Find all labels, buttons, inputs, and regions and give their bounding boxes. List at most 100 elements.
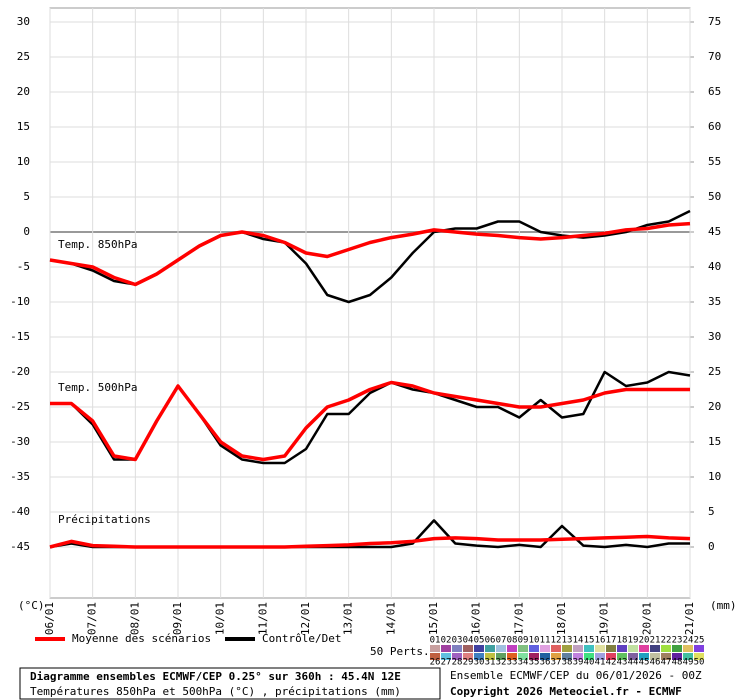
perturbation-label: 16 (595, 636, 606, 646)
perturbation-swatch (672, 645, 682, 652)
perturbation-label: 39 (573, 658, 584, 668)
perturbation-label: 43 (617, 658, 628, 668)
y-tick-label: -25 (10, 400, 30, 413)
legend-label: Contrôle/Det (262, 632, 341, 645)
y-tick-label: -30 (10, 435, 30, 448)
plot-area (49, 7, 691, 599)
y-tick-label: 10 (17, 155, 30, 168)
x-tick-label: 10/01 (214, 602, 227, 635)
perturbation-swatch (639, 653, 649, 660)
perturbation-label: 26 (430, 658, 441, 668)
y-tick-label: 30 (17, 15, 30, 28)
perturbation-swatch (639, 645, 649, 652)
y2-tick-label: 40 (708, 260, 721, 273)
x-tick-label: 08/01 (128, 602, 141, 635)
perturbation-label: 21 (650, 636, 661, 646)
footer-title: Diagramme ensembles ECMWF/CEP 0.25° sur … (30, 670, 401, 683)
perturbation-swatch (606, 653, 616, 660)
x-tick-label: 20/01 (640, 602, 653, 635)
y2-tick-label: 15 (708, 435, 721, 448)
footer-subtitle: Températures 850hPa et 500hPa (°C) , pré… (30, 685, 401, 698)
perturbation-swatch (628, 653, 638, 660)
perturbation-label: 37 (551, 658, 562, 668)
x-tick-label: 21/01 (683, 602, 696, 635)
perturbation-swatch (562, 645, 572, 652)
x-tick-label: 13/01 (342, 602, 355, 635)
y2-tick-label: 35 (708, 295, 721, 308)
perturbation-swatch (562, 653, 572, 660)
x-tick-label: 06/01 (43, 602, 56, 635)
perturbation-swatch (540, 653, 550, 660)
perturbation-swatch (595, 645, 605, 652)
perturbation-swatch (683, 653, 693, 660)
perturbation-label: 29 (463, 658, 474, 668)
perturbation-swatch (573, 645, 583, 652)
annotation: Précipitations (58, 513, 151, 526)
perturbation-swatch (650, 653, 660, 660)
y2-tick-label: 60 (708, 120, 721, 133)
perturbation-swatch (650, 645, 660, 652)
perturbation-label: 25 (694, 636, 705, 646)
perturbation-legend: 01 02 03 04 05 06 07 08 09 10 11 12 13 14 15 16 17 18 19 20… (430, 636, 705, 668)
perturbation-swatch (463, 653, 473, 660)
y-tick-label: -5 (17, 260, 30, 273)
perturbation-label: 11 (540, 636, 551, 646)
perturbation-label: 02 (441, 636, 452, 646)
perturbation-label: 17 (606, 636, 617, 646)
perturbation-label: 35 (529, 658, 540, 668)
annotation: Temp. 850hPa (58, 238, 137, 251)
footer-run: Ensemble ECMWF/CEP du 06/01/2026 - 00Z (450, 669, 702, 682)
perturbation-label: 08 (507, 636, 518, 646)
perturbation-label: 28 (452, 658, 463, 668)
y-axis-label: (°C) (18, 599, 45, 612)
perturbation-swatch (573, 653, 583, 660)
x-tick-label: 18/01 (555, 602, 568, 635)
y-tick-label: 0 (23, 225, 30, 238)
y2-axis-label: (mm) (710, 599, 737, 612)
x-tick-label: 14/01 (384, 602, 397, 635)
perturbation-label: 48 (672, 658, 683, 668)
y2-tick-label: 25 (708, 365, 721, 378)
perturbation-swatch (430, 653, 440, 660)
mean-line (49, 221, 691, 287)
y2-tick-label: 55 (708, 155, 721, 168)
y2-tick-label: 50 (708, 190, 721, 203)
perturbation-swatch (672, 653, 682, 660)
y2-tick-label: 45 (708, 225, 721, 238)
perturbation-swatch (628, 645, 638, 652)
x-tick-label: 15/01 (427, 602, 440, 635)
perturbation-swatch (485, 645, 495, 652)
perturbation-swatch (518, 645, 528, 652)
perturbation-swatch (584, 645, 594, 652)
perturbation-label: 09 (518, 636, 529, 646)
perturbation-swatch (518, 653, 528, 660)
perturbation-label: 42 (606, 658, 617, 668)
perturbation-swatch (441, 645, 451, 652)
perturbation-swatch (617, 653, 627, 660)
perturbation-swatch (529, 653, 539, 660)
perturbation-swatch (683, 645, 693, 652)
perturbation-label: 41 (595, 658, 606, 668)
perturbation-label: 10 (529, 636, 540, 646)
perturbation-label: 05 (474, 636, 485, 646)
perturbation-label: 46 (650, 658, 661, 668)
y2-tick-label: 5 (708, 505, 715, 518)
perturbation-label: 49 (683, 658, 694, 668)
perturbation-swatch (485, 653, 495, 660)
perturbation-label: 22 (661, 636, 672, 646)
perturbation-label: 38 (562, 658, 573, 668)
perturbation-swatch (694, 653, 704, 660)
legend-label: Moyenne des scénarios (72, 632, 211, 645)
perturbation-label: 30 (474, 658, 485, 668)
y2-tick-label: 0 (708, 540, 715, 553)
x-tick-label: 12/01 (299, 602, 312, 635)
y-tick-label: -20 (10, 365, 30, 378)
y-tick-label: 25 (17, 50, 30, 63)
y2-tick-label: 75 (708, 15, 721, 28)
perturbation-label: 20 (639, 636, 650, 646)
perturbation-swatch (661, 653, 671, 660)
perturbation-label: 40 (584, 658, 595, 668)
perturbation-label: 01 (430, 636, 441, 646)
perturbation-swatch (474, 645, 484, 652)
